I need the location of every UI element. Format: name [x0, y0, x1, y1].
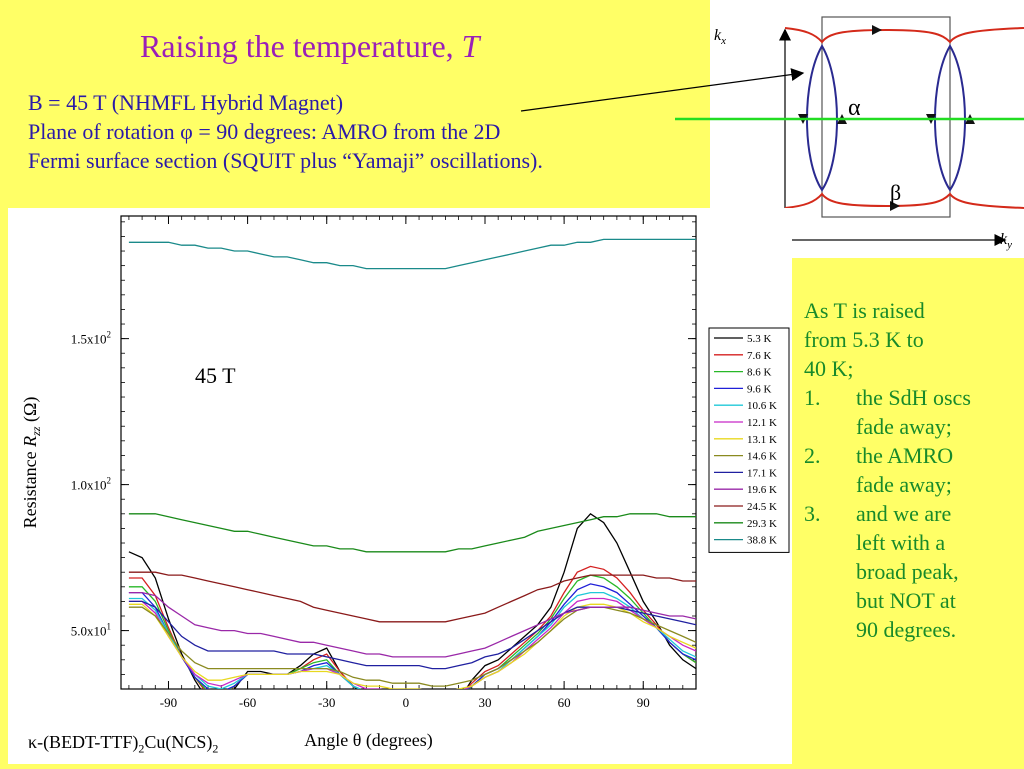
x-tick-label: 90 — [637, 695, 650, 710]
orbit-arrow-a4 — [965, 114, 975, 124]
legend-label: 38.8 K — [747, 535, 777, 547]
x-tick-label: -60 — [239, 695, 256, 710]
ky-label: ky — [1000, 231, 1012, 251]
y-axis-label: Resistance Rzz (Ω) — [20, 397, 43, 529]
notes-panel: As T is raised from 5.3 K to 40 K; 1. the… — [794, 258, 1024, 768]
note-item-1: 1. the SdH oscs fade away; — [804, 385, 971, 439]
plot-panel: -90 -60 -30 0 30 60 90 5.0x101 1.0x102 1.5x102 45 … — [8, 208, 792, 764]
series-line-10-6-K — [128, 591, 696, 689]
legend-label: 8.6 K — [747, 367, 772, 379]
legend-label: 5.3 K — [747, 333, 772, 345]
alpha-orbit-left — [806, 44, 838, 192]
series-line-38-8-K — [128, 238, 696, 270]
legend-label: 7.6 K — [747, 350, 772, 362]
orbit-arrow-a2 — [837, 114, 847, 124]
series-line-19-6-K — [128, 591, 696, 658]
legend-label: 24.5 K — [747, 501, 777, 513]
open-orbit-top — [784, 27, 1024, 44]
beta-label: β — [890, 180, 901, 205]
notes-text: As T is raised from 5.3 K to 40 K; 1. the… — [804, 296, 1019, 644]
kx-label: kx — [714, 27, 726, 47]
alpha-label: α — [848, 95, 861, 121]
series-line-24-5-K — [128, 571, 696, 623]
open-orbit-bottom — [784, 192, 1024, 209]
legend-label: 12.1 K — [747, 417, 777, 429]
alpha-orbit-right — [934, 44, 966, 192]
legend-label: 10.6 K — [747, 400, 777, 412]
series-line-13-1-K — [128, 603, 696, 689]
y-tick-label: 1.5x102 — [71, 330, 111, 347]
legend-label: 19.6 K — [747, 484, 777, 496]
intro-line-2: Plane of rotation φ = 90 degrees: AMRO f… — [28, 119, 501, 144]
series-line-5-3-K — [128, 512, 696, 689]
zone-box — [821, 16, 951, 218]
legend-label: 17.1 K — [747, 467, 777, 479]
field-annotation: 45 T — [195, 363, 236, 388]
note-item-3: 3. and we are left with a broad peak, but NO… — [804, 501, 959, 642]
intro-line-1: B = 45 T (NHMFL Hybrid Magnet) — [28, 90, 344, 115]
series-line-29-3-K — [128, 513, 696, 553]
x-tick-label: -90 — [160, 695, 177, 710]
legend-label: 9.6 K — [747, 383, 772, 395]
x-tick-label: 0 — [403, 695, 410, 710]
intro-line-3: Fermi surface section (SQUIT plus “Yamaj… — [28, 148, 543, 173]
amro-chart: -90 -60 -30 0 30 60 90 5.0x101 1.0x102 1.5x102 45 … — [20, 215, 790, 751]
series-line-12-1-K — [128, 597, 696, 689]
series-line-8-6-K — [128, 574, 696, 689]
note-intro: As T is raised from 5.3 K to 40 K; — [804, 298, 925, 381]
compound-label: κ-(BEDT-TTF)2Cu(NCS)2 — [28, 732, 219, 756]
legend-label: 14.6 K — [747, 451, 777, 463]
y-tick-label: 5.0x101 — [71, 622, 111, 639]
intro-text: B = 45 T (NHMFL Hybrid Magnet) Plane of … — [28, 88, 543, 175]
x-tick-label: -30 — [318, 695, 335, 710]
series-line-9-6-K — [128, 583, 696, 689]
note-item-2: 2. the AMRO fade away; — [804, 443, 954, 497]
slide-title: Raising the temperature, T — [140, 28, 480, 64]
legend-label: 29.3 K — [747, 518, 777, 530]
y-tick-label: 1.0x102 — [71, 476, 111, 493]
plot-frame — [120, 215, 697, 690]
x-tick-label: 30 — [478, 695, 491, 710]
x-axis-label: Angle θ (degrees) — [304, 730, 433, 751]
notes-list: 1. the SdH oscs fade away; 2. the AMRO fade … — [804, 383, 1019, 644]
legend-label: 13.1 K — [747, 434, 777, 446]
series-line-7-6-K — [128, 565, 696, 689]
orbit-arrow-bottom — [890, 201, 900, 211]
legend-box — [708, 327, 790, 553]
x-tick-label: 60 — [558, 695, 571, 710]
orbit-arrow-top — [872, 25, 882, 35]
